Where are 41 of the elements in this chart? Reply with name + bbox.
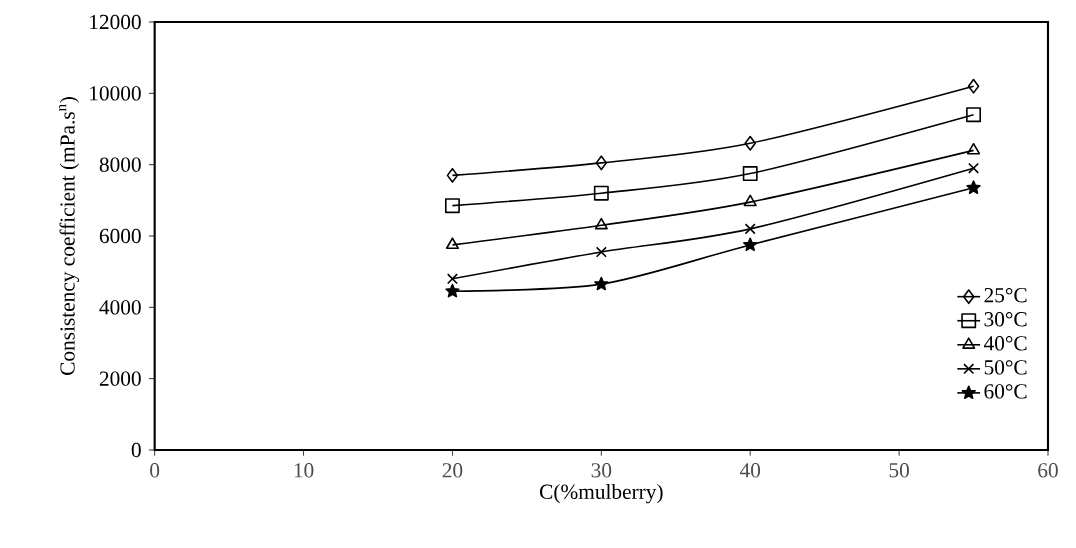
point (594, 276, 609, 291)
point (966, 142, 981, 155)
legend-label: 25°C (984, 287, 1027, 303)
point (966, 107, 982, 123)
x-tick-label: 40 (739, 463, 761, 478)
point (594, 217, 608, 230)
point (744, 135, 757, 151)
y-tick-label: 6000 (99, 228, 141, 244)
x-tick-label: 0 (150, 463, 160, 478)
x-tick-label: 30 (591, 463, 612, 478)
legend-label: 30°C (984, 312, 1027, 327)
x-tick-label: 20 (442, 463, 463, 478)
legend-label: 40°C (983, 336, 1027, 351)
y-axis-title: Consistency coefficient (mPa.s$^{n}$) (59, 97, 80, 375)
y-tick-label: 12000 (90, 14, 141, 30)
point (445, 237, 460, 250)
x-tick-label: 60 (1038, 463, 1058, 478)
point (446, 167, 459, 183)
x-tick-label: 50 (889, 463, 909, 478)
point (742, 166, 758, 182)
point (743, 237, 758, 252)
point (967, 78, 980, 94)
point (595, 246, 607, 258)
legend-label: 60°C (984, 384, 1027, 399)
legend-label: 50°C (984, 360, 1027, 375)
y-tick-label: 2000 (99, 371, 141, 386)
point (444, 198, 460, 214)
x-axis-title: C(%mulberry) (540, 483, 663, 504)
point (966, 180, 981, 195)
point (968, 162, 980, 174)
y-tick-label: 0 (131, 442, 141, 458)
point (445, 283, 460, 298)
point (446, 273, 458, 285)
point (744, 223, 756, 235)
y-tick-label: 8000 (99, 157, 141, 172)
y-tick-label: 10000 (90, 86, 141, 101)
point (595, 155, 608, 171)
x-tick-label: 10 (294, 463, 314, 478)
point (743, 194, 757, 207)
point (593, 185, 609, 201)
y-tick-label: 4000 (99, 300, 141, 315)
